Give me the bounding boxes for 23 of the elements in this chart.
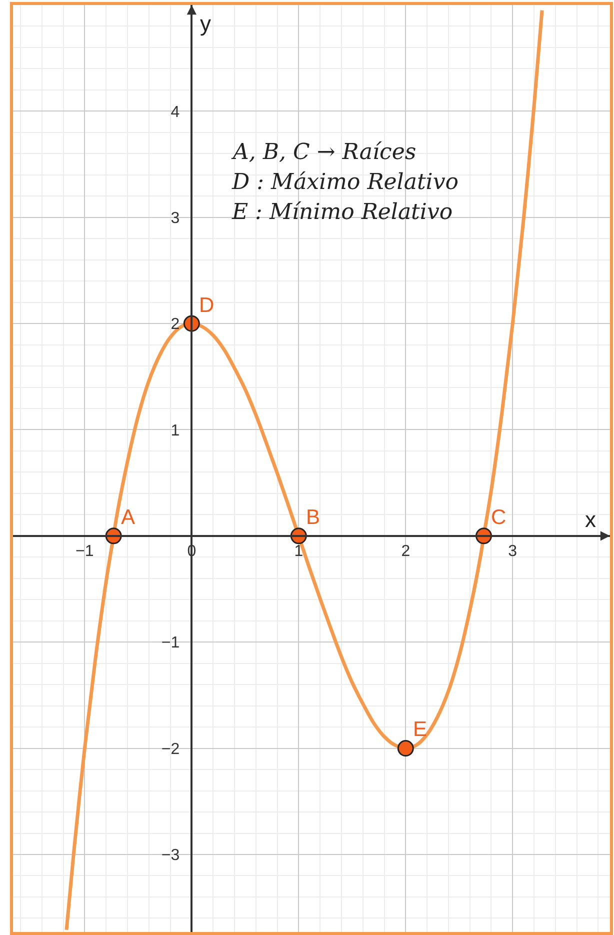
annotation: E xyxy=(413,718,428,741)
annotation: E : Mínimo Relativo xyxy=(231,200,453,225)
y-tick-label: 4 xyxy=(170,104,180,121)
y-tick-label: 2 xyxy=(170,316,180,334)
x-tick-label: 2 xyxy=(401,542,410,560)
annotation: A xyxy=(121,506,136,529)
annotation: D : Máximo Relativo xyxy=(231,170,459,195)
x-axis-title: x xyxy=(585,507,596,532)
annotation: C xyxy=(491,506,506,529)
y-tick-label: −3 xyxy=(161,847,180,864)
annotation: D xyxy=(199,294,214,317)
x-tick-label: 3 xyxy=(508,542,518,560)
line-series xyxy=(64,8,544,932)
y-tick-label: −1 xyxy=(161,634,180,652)
annotation: B xyxy=(306,506,320,529)
y-tick-label: 1 xyxy=(170,422,180,440)
annotation: A, B, C → Raíces xyxy=(231,140,416,165)
y-tick-label: 3 xyxy=(170,210,180,227)
y-tick-label: −2 xyxy=(161,740,180,758)
x-tick-label: 1 xyxy=(294,542,304,560)
point xyxy=(397,740,414,757)
y-axis-title: y xyxy=(200,11,211,36)
x-tick-label: −1 xyxy=(76,542,94,560)
